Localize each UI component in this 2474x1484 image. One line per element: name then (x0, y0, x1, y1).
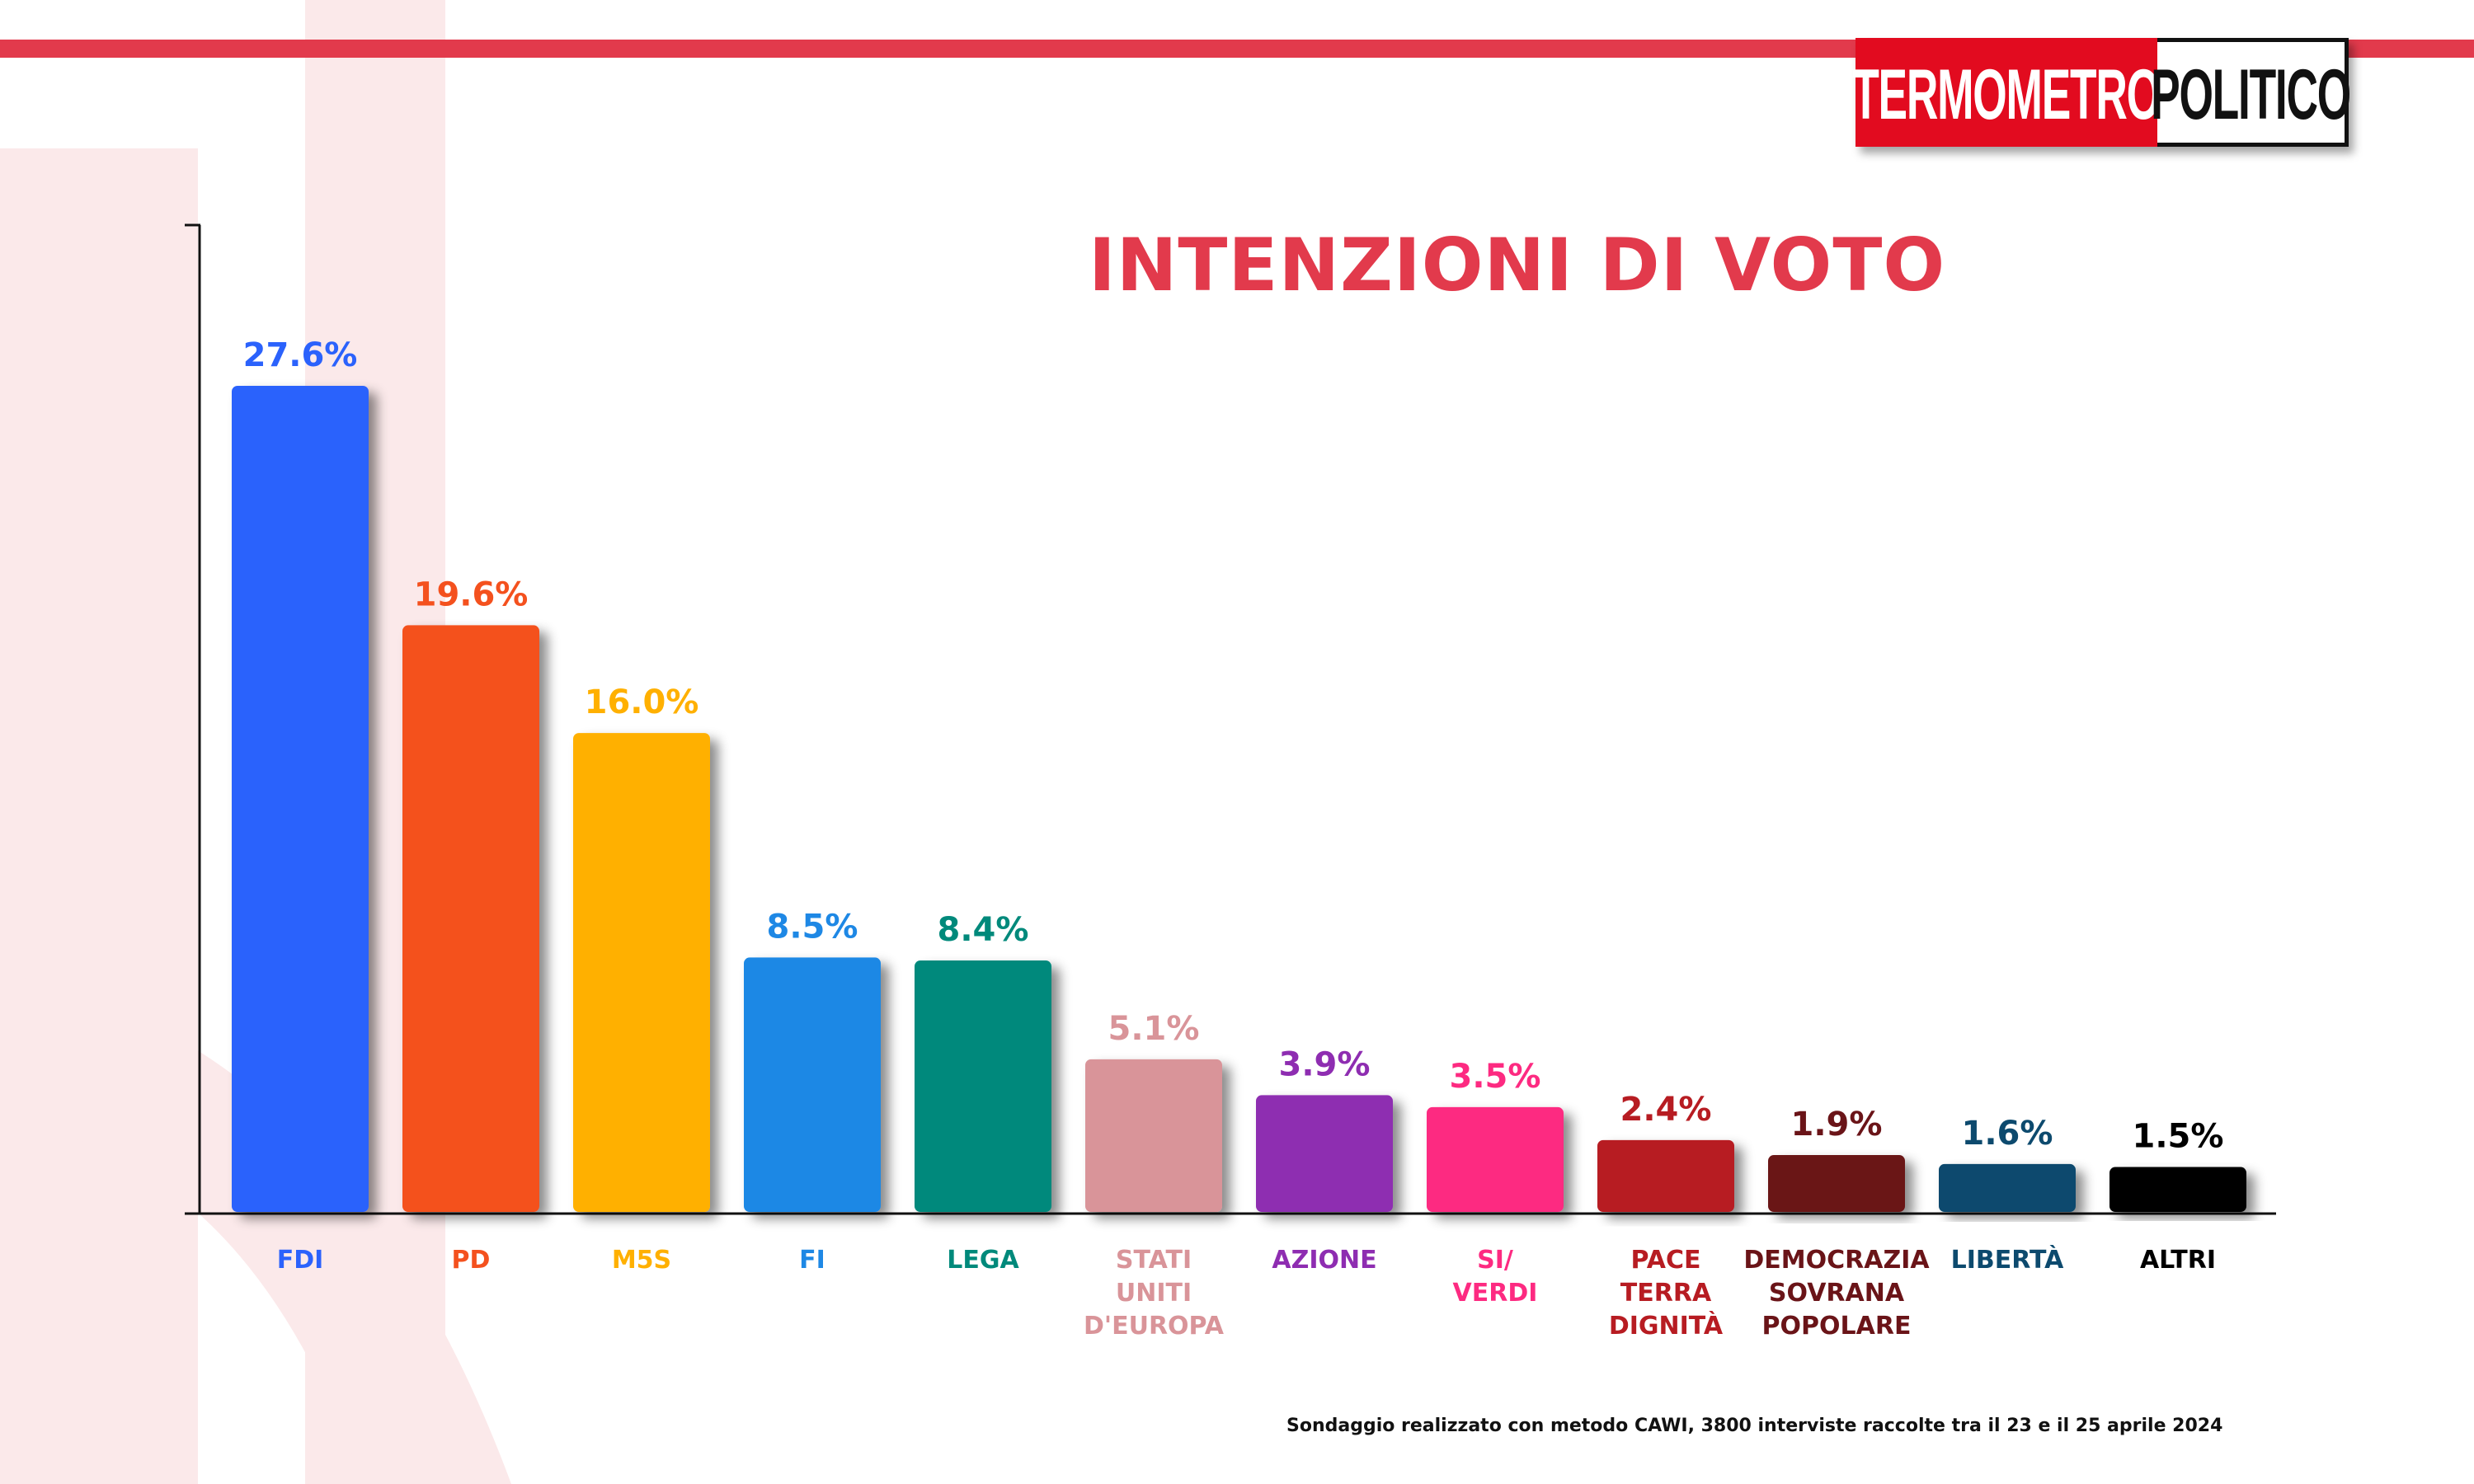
bar (915, 960, 1051, 1212)
logo-left: TERMOMETRO (1853, 38, 2161, 147)
category-label: FI (799, 1246, 825, 1275)
category-label-line: PD (452, 1246, 491, 1275)
bar (402, 625, 539, 1212)
category-label: PACE TERRA DIGNITÀ (1609, 1246, 1724, 1341)
brand-logo[interactable]: TERMOMETRO POLITICO (1853, 38, 2352, 147)
watermark-bar-left (0, 148, 198, 1484)
category-label: AZIONE (1272, 1246, 1376, 1275)
bar-value-label: 8.5% (767, 908, 858, 946)
category-label: DEMOCRAZIA SOVRANA POPOLARE (1743, 1246, 1930, 1341)
bar (1597, 1139, 1734, 1212)
category-label: SI/VERDI (1453, 1246, 1538, 1308)
bar-value-label: 16.0% (585, 683, 699, 721)
bar (232, 386, 369, 1212)
category-label-line: VERDI (1453, 1279, 1538, 1308)
bar (1427, 1106, 1564, 1212)
chart-title: INTENZIONI DI VOTO (1089, 223, 1946, 308)
bar-value-label: 3.5% (1450, 1058, 1541, 1096)
category-label-line: LIBERTÀ (1951, 1245, 2065, 1275)
bar-value-label: 5.1% (1108, 1010, 1200, 1048)
category-label-line: SI/ (1477, 1246, 1513, 1275)
bar-value-label: 19.6% (414, 575, 529, 613)
category-label-line: LEGA (947, 1246, 1019, 1275)
logo-right: POLITICO (2152, 38, 2352, 147)
category-label: LEGA (947, 1246, 1019, 1275)
category-label-line: TERRA (1620, 1279, 1712, 1308)
bar-value-label: 2.4% (1620, 1091, 1712, 1129)
bar-value-label: 8.4% (938, 911, 1029, 949)
category-label: M5S (612, 1246, 671, 1275)
bar (573, 733, 710, 1212)
footnote: Sondaggio realizzato con metodo CAWI, 38… (1286, 1416, 2223, 1436)
category-label-line: FDI (277, 1246, 324, 1275)
category-label-line: PACE (1631, 1246, 1701, 1275)
bar (1768, 1155, 1905, 1212)
category-label-line: UNITI (1116, 1279, 1192, 1308)
bar (1939, 1163, 2076, 1212)
bar-value-label: 1.9% (1791, 1106, 1883, 1144)
category-label: STATI UNITI D'EUROPA (1084, 1246, 1225, 1341)
category-label: FDI (277, 1246, 324, 1275)
bar-value-label: 1.6% (1962, 1115, 2053, 1153)
category-label-line: SOVRANA (1769, 1279, 1905, 1308)
category-label-line: M5S (612, 1246, 671, 1275)
category-label-line: FI (799, 1246, 825, 1275)
bar-value-label: 27.6% (243, 336, 358, 374)
category-label: LIBERTÀ (1951, 1245, 2065, 1275)
category-label: ALTRI (2140, 1246, 2216, 1275)
bar-value-label: 3.9% (1279, 1045, 1371, 1083)
bar-value-label: 1.5% (2133, 1118, 2224, 1156)
watermark-arc (0, 973, 511, 1484)
category-label-line: STATI (1116, 1246, 1192, 1275)
bar (2109, 1167, 2246, 1212)
category-label: PD (452, 1246, 491, 1275)
category-label-line: DEMOCRAZIA (1743, 1246, 1930, 1275)
category-label-line: POPOLARE (1762, 1312, 1912, 1341)
category-label-line: AZIONE (1272, 1246, 1376, 1275)
bars-group: 27.6% FDI 19.6% PD 16.0% M5S 8.5% FI 8.4% LEGA 5.1… (232, 336, 2246, 1341)
bar (744, 957, 881, 1212)
category-label-line: D'EUROPA (1084, 1312, 1225, 1341)
category-label-line: ALTRI (2140, 1246, 2216, 1275)
bar (1085, 1059, 1222, 1212)
category-label-line: DIGNITÀ (1609, 1311, 1724, 1341)
bar (1256, 1095, 1393, 1212)
